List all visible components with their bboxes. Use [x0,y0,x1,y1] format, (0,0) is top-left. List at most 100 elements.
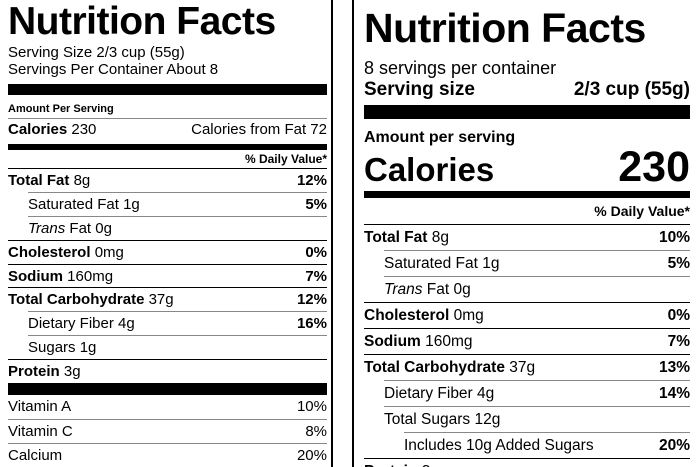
nutrient-amount: 0mg [94,243,124,261]
nutrient-name: Protein [364,463,417,467]
nutrient-name: Total Fat [8,171,70,189]
nutrient-name-italic: Trans [384,280,423,298]
calories-label: Calories [8,121,68,138]
nutrient: Cholesterol 0mg [364,307,484,325]
daily-value: 10% [658,228,690,246]
nutrient: Sodium 160mg [364,333,473,351]
amount-per-serving: Amount per serving [364,129,516,146]
nutrient-amount: 160mg [67,267,114,285]
nutrient-row: Total Sugars 12g [384,406,690,432]
nutrient: Sugars 1g [28,339,96,356]
nutrient-row: Sugars 1g [28,335,327,359]
daily-value: 7% [667,332,690,350]
nutrient-name: Cholesterol [8,243,91,261]
nutrient-list: Total Fat 8g 12% Saturated Fat 1g 5% Trans F… [8,168,327,383]
daily-value: 20% [658,436,690,454]
thick-rule [8,383,327,396]
nutrient-list: Total Fat 8g 10% Saturated Fat 1g 5% Trans F… [364,224,690,467]
vitamin-row: Vitamin C 8% [8,418,327,443]
nutrient-amount: 0g [95,219,112,237]
nutrient-row: Saturated Fat 1g 5% [28,191,327,216]
nutrient-amount: 1g [79,339,97,357]
nutrient: Cholesterol 0mg [8,244,124,261]
nutrient: Sodium 160mg [8,268,113,285]
nutrient-row: Trans Fat 0g [28,215,327,240]
nutrient: Saturated Fat 1g [28,196,140,213]
daily-value-header: % Daily Value* [244,152,327,166]
medium-rule [364,191,690,198]
nutrient-row: Saturated Fat 1g 5% [384,250,690,276]
calories: Calories 230 [8,119,96,141]
nutrient-amount: 8g [431,228,449,246]
medium-rule [8,144,327,150]
label-title: Nutrition Facts [8,0,276,43]
serving-size-label: Serving size [364,79,475,100]
nutrient-row: Protein 3g [8,359,327,383]
nutrient-amount: 3g [422,463,439,467]
nutrient-name: Cholesterol [364,306,450,324]
nutrient-row: Cholesterol 0mg 0% [8,239,327,264]
nutrient-amount: 160mg [425,332,473,350]
nutrient-name: Total Sugars [384,410,471,428]
nutrient-name: Protein [8,363,60,381]
calories-row: Calories 230 Calories from Fat 72 [8,119,327,141]
label-title: Nutrition Facts [364,5,646,51]
nutrient-row: Sodium 160mg 7% [8,263,327,288]
nutrient-row: Protein 3g [364,458,690,467]
vitamin-name: Vitamin C [8,422,73,440]
nutrient-name: Total Carbohydrate [364,358,505,376]
thick-rule [364,105,690,119]
nutrient-row: Total Carbohydrate 37g 13% [364,354,690,380]
daily-value: 16% [296,315,327,333]
vitamin-dv: 20% [296,446,327,464]
nutrient-row: Dietary Fiber 4g 16% [28,311,327,335]
daily-value: 0% [667,306,690,324]
servings: 8 servings per container [364,58,557,78]
vitamin-dv: 10% [296,398,327,416]
nutrient-amount: 8g [73,171,91,189]
nutrient-name-italic: Trans [28,219,66,237]
nutrient-amount: 4g [477,384,495,402]
nutrient-amount: 37g [148,291,174,309]
amount-per-serving: Amount Per Serving [8,102,327,119]
nutrient: Protein 3g [364,463,439,467]
nutrient: Trans Fat 0g [28,220,112,237]
vitamin-dv: 8% [305,422,327,440]
serving-size-row: Serving size 2/3 cup (55g) [364,79,690,101]
nutrient-amount: 12g [474,410,501,428]
calories-value: 230 [618,143,690,191]
nutrient-row: Trans Fat 0g [384,276,690,302]
thick-rule [8,84,327,95]
calories-row: Calories 230 [364,143,690,191]
nutrient-amount: 37g [509,358,536,376]
nutrient: Total Fat 8g [8,172,90,189]
nutrient-amount: 4g [118,315,135,333]
nutrient: Total Carbohydrate 37g [364,359,535,377]
nutrient-name: Total Fat [364,228,428,246]
daily-value: 5% [667,254,690,272]
calories-value: 230 [71,121,97,138]
nutrient: Total Sugars 12g [384,411,500,429]
nutrient: Saturated Fat 1g [384,255,499,273]
nutrient: Dietary Fiber 4g [28,315,135,332]
nutrient-row: Total Fat 8g 12% [8,168,327,192]
nutrient-name: Sodium [8,267,63,285]
nutrient-amount: 1g [123,195,140,213]
nutrient-amount: 1g [482,254,500,272]
nutrient: Dietary Fiber 4g [384,385,494,403]
nutrient-name: Dietary Fiber [28,315,114,333]
nutrient-name: Sugars [28,339,76,357]
vitamin-row: Vitamin A 10% [8,395,327,419]
nutrient: Trans Fat 0g [384,281,471,299]
nutrient-name: Saturated Fat [384,254,478,272]
nutrient-name: Includes 10g Added Sugars [404,436,594,454]
nutrient-amount: 0mg [453,306,484,324]
new-label: Nutrition Facts 8 servings per container… [352,0,700,467]
daily-value-header: % Daily Value* [594,203,690,219]
nutrient-row: Includes 10g Added Sugars 20% [404,432,690,458]
vitamin-list: Vitamin A 10% Vitamin C 8% Calcium 20% [8,395,327,467]
calories-label: Calories [364,151,495,188]
nutrient-name: Fat [69,219,92,237]
servings: Servings Per Container About 8 [8,61,219,78]
